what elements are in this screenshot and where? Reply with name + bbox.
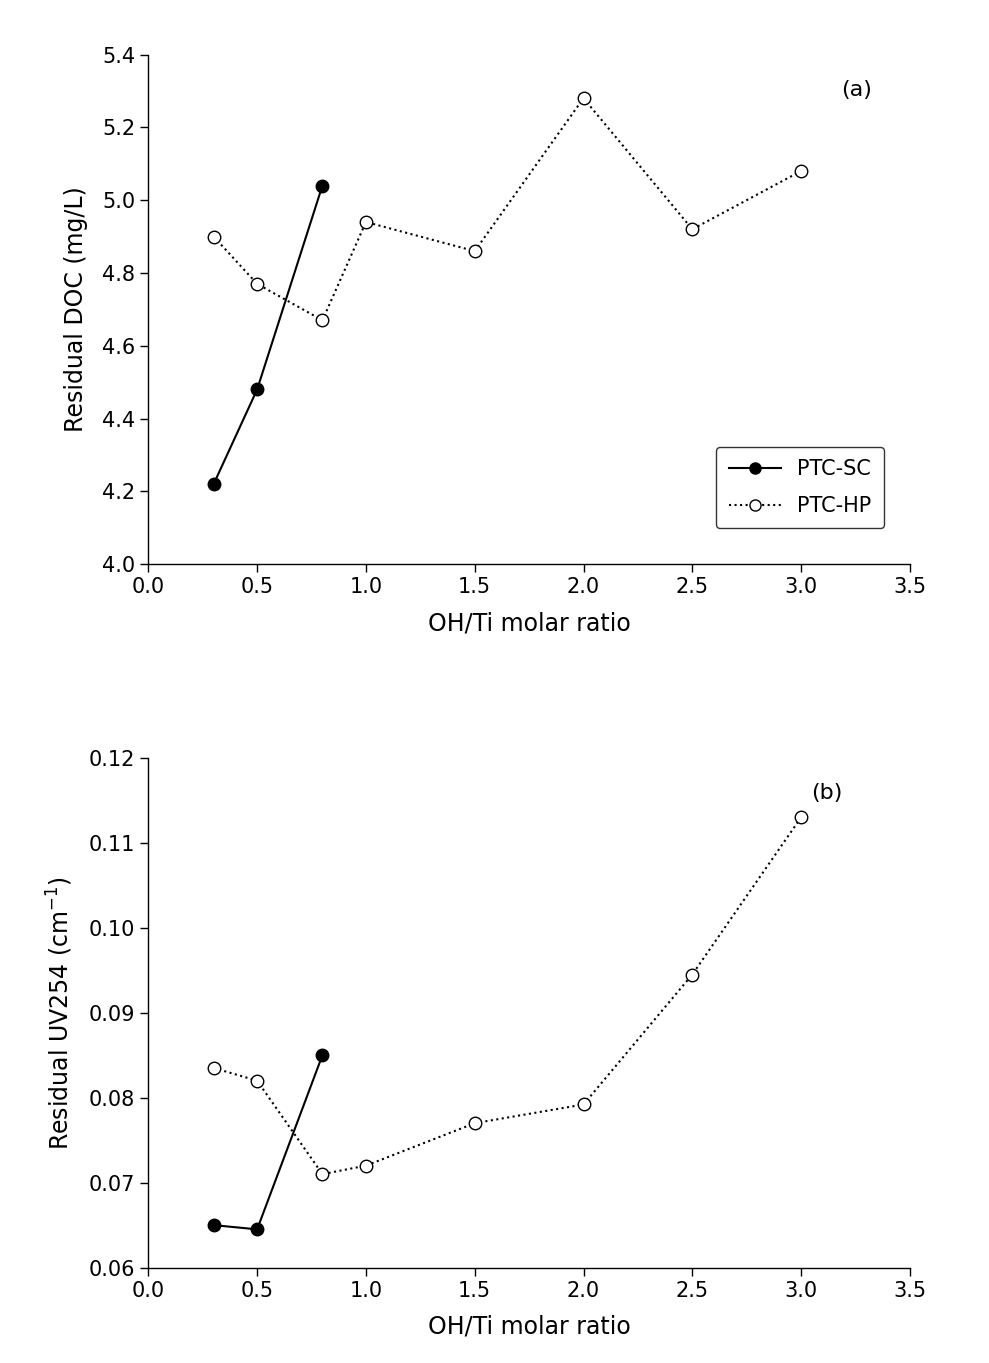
Line: PTC-HP: PTC-HP [208, 811, 807, 1180]
Y-axis label: Residual UV254 (cm$^{-1}$): Residual UV254 (cm$^{-1}$) [45, 875, 75, 1150]
PTC-HP [316, 312, 328, 328]
PTC-HP [208, 229, 220, 245]
Line: PTC-HP: PTC-HP [208, 91, 807, 327]
PTC-SC [208, 476, 220, 492]
PTC-SC [251, 1221, 263, 1238]
PTC-HP [251, 275, 263, 292]
PTC-HP [251, 1073, 263, 1089]
Text: (a): (a) [842, 80, 872, 99]
PTC-HP [578, 90, 589, 106]
PTC-HP [795, 162, 807, 179]
PTC-HP [469, 243, 481, 259]
PTC-HP [360, 1157, 372, 1174]
PTC-HP [686, 966, 698, 983]
Line: PTC-SC: PTC-SC [208, 180, 328, 491]
Legend: PTC-SC, PTC-HP: PTC-SC, PTC-HP [716, 447, 884, 529]
PTC-SC [316, 1047, 328, 1063]
PTC-HP [208, 1060, 220, 1077]
PTC-SC [208, 1217, 220, 1234]
Text: (b): (b) [811, 784, 843, 803]
PTC-SC [251, 382, 263, 398]
X-axis label: OH/Ti molar ratio: OH/Ti molar ratio [427, 1315, 631, 1338]
PTC-HP [316, 1165, 328, 1182]
PTC-SC [316, 177, 328, 194]
PTC-HP [795, 810, 807, 826]
PTC-HP [469, 1115, 481, 1131]
Y-axis label: Residual DOC (mg/L): Residual DOC (mg/L) [64, 187, 88, 432]
PTC-HP [360, 214, 372, 230]
X-axis label: OH/Ti molar ratio: OH/Ti molar ratio [427, 611, 631, 635]
PTC-HP [578, 1096, 589, 1112]
Line: PTC-SC: PTC-SC [208, 1050, 328, 1236]
PTC-HP [686, 221, 698, 237]
